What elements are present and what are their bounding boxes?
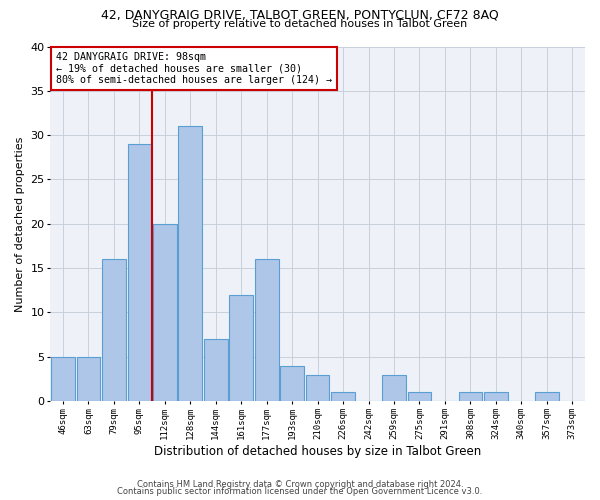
Text: Contains public sector information licensed under the Open Government Licence v3: Contains public sector information licen…: [118, 487, 482, 496]
Text: Contains HM Land Registry data © Crown copyright and database right 2024.: Contains HM Land Registry data © Crown c…: [137, 480, 463, 489]
Bar: [77, 357, 100, 401]
Bar: [382, 374, 406, 401]
Bar: [484, 392, 508, 401]
Bar: [229, 294, 253, 401]
Bar: [102, 260, 126, 401]
Bar: [255, 260, 278, 401]
Bar: [306, 374, 329, 401]
Bar: [280, 366, 304, 401]
Text: Size of property relative to detached houses in Talbot Green: Size of property relative to detached ho…: [133, 19, 467, 29]
Bar: [407, 392, 431, 401]
Y-axis label: Number of detached properties: Number of detached properties: [15, 136, 25, 312]
Bar: [128, 144, 151, 401]
Bar: [535, 392, 559, 401]
Bar: [331, 392, 355, 401]
Text: 42, DANYGRAIG DRIVE, TALBOT GREEN, PONTYCLUN, CF72 8AQ: 42, DANYGRAIG DRIVE, TALBOT GREEN, PONTY…: [101, 9, 499, 22]
Bar: [153, 224, 176, 401]
X-axis label: Distribution of detached houses by size in Talbot Green: Distribution of detached houses by size …: [154, 444, 481, 458]
Bar: [204, 339, 227, 401]
Bar: [458, 392, 482, 401]
Bar: [51, 357, 75, 401]
Text: 42 DANYGRAIG DRIVE: 98sqm
← 19% of detached houses are smaller (30)
80% of semi-: 42 DANYGRAIG DRIVE: 98sqm ← 19% of detac…: [56, 52, 332, 85]
Bar: [178, 126, 202, 401]
